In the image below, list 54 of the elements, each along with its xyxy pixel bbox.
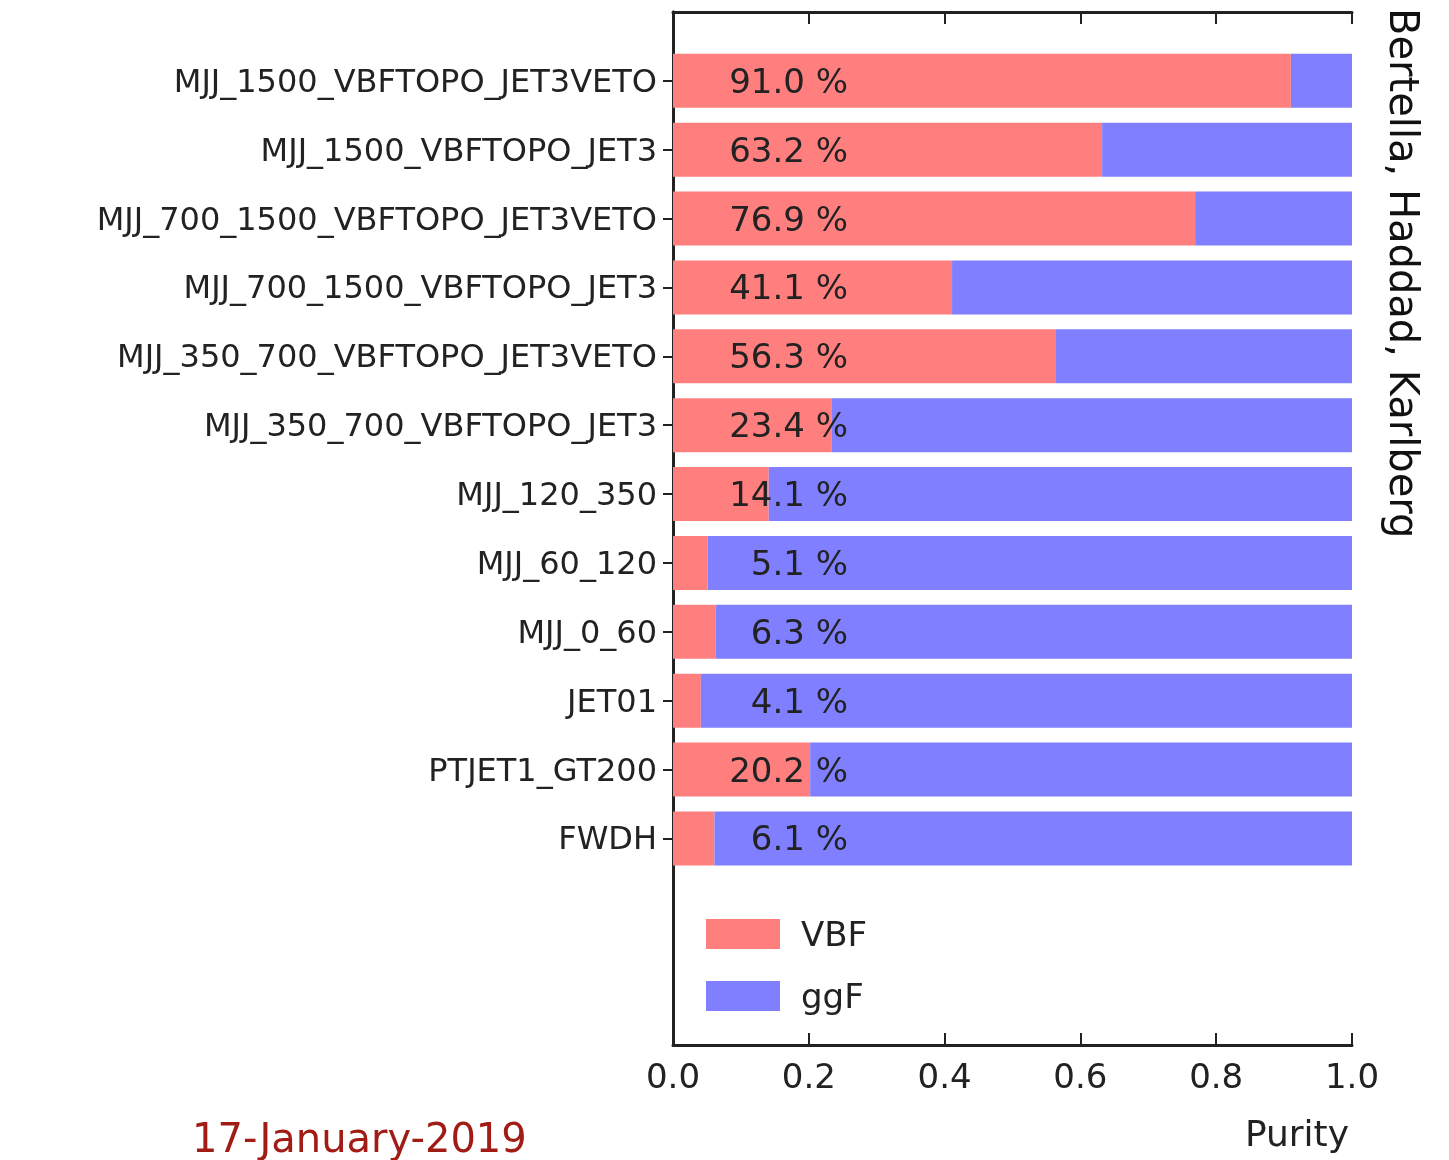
bar <box>673 53 1291 108</box>
bar <box>673 742 811 797</box>
bar <box>714 811 1352 866</box>
x-tick-label: 0.6 <box>1053 1056 1108 1096</box>
text: 17-January-2019 <box>192 1115 527 1160</box>
text: Bertella, Haddad, Karlberg <box>1381 8 1427 539</box>
x-tick-label: 0.0 <box>645 1056 701 1096</box>
x-tick-label: 0.2 <box>781 1056 836 1096</box>
data-label: 63.2 % <box>729 129 848 170</box>
bar <box>673 191 1196 246</box>
bar <box>673 673 701 728</box>
bar <box>700 673 1352 728</box>
x-tick-label: 0.4 <box>917 1056 972 1096</box>
x-axis-title: Purity <box>1244 1112 1350 1154</box>
bar <box>673 260 953 315</box>
y-tick-label: MJJ_1500_VBFTOPO_JET3VETO <box>173 61 657 100</box>
data-label: 6.3 % <box>750 611 848 652</box>
y-tick-label: MJJ_1500_VBFTOPO_JET3 <box>260 130 657 169</box>
bar <box>810 742 1352 797</box>
bar <box>1290 53 1352 108</box>
data-label: 23.4 % <box>729 405 848 446</box>
bar <box>1055 329 1352 384</box>
bar <box>673 122 1103 177</box>
y-tick-label: PTJET1_GT200 <box>428 750 657 789</box>
y-tick-label: MJJ_350_700_VBFTOPO_JET3VETO <box>117 337 657 376</box>
bar <box>1195 191 1352 246</box>
legend-label: ggF <box>801 976 864 1016</box>
legend-label: VBF <box>801 914 868 954</box>
y-tick-label: MJJ_700_1500_VBFTOPO_JET3VETO <box>96 199 657 238</box>
data-label: 41.1 % <box>729 267 848 308</box>
y-tick-label: MJJ_60_120 <box>476 543 657 582</box>
y-tick-label: MJJ_350_700_VBFTOPO_JET3 <box>203 406 657 445</box>
data-label: 4.1 % <box>750 680 848 721</box>
y-tick-label: MJJ_0_60 <box>517 612 657 651</box>
bar <box>1102 122 1352 177</box>
x-tick-label: 0.8 <box>1189 1056 1244 1096</box>
bar <box>673 604 716 659</box>
data-label: 56.3 % <box>729 336 848 377</box>
data-label: 6.1 % <box>750 818 848 859</box>
y-tick-label: MJJ_120_350 <box>456 475 657 514</box>
bar <box>673 811 715 866</box>
data-label: 5.1 % <box>750 542 848 583</box>
data-label: 91.0 % <box>729 60 848 101</box>
y-tick-label: JET01 <box>565 681 657 720</box>
bar <box>715 604 1352 659</box>
bar <box>707 535 1352 590</box>
y-tick-label: MJJ_700_1500_VBFTOPO_JET3 <box>183 268 657 307</box>
bar <box>673 329 1056 384</box>
y-tick-label: FWDH <box>558 819 657 858</box>
data-label: 76.9 % <box>729 198 848 239</box>
bar <box>952 260 1352 315</box>
x-tick-label: 1.0 <box>1324 1056 1380 1096</box>
data-label: 20.2 % <box>729 749 848 790</box>
bar <box>673 535 708 590</box>
